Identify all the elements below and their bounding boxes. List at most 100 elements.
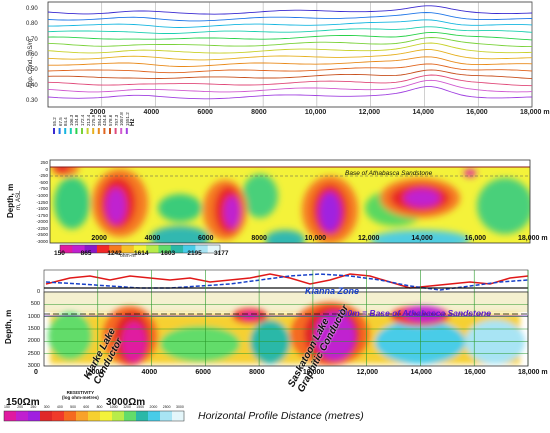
colorbar-tick-label: 865: [80, 250, 92, 257]
legend-tick-label: 2500: [162, 405, 171, 409]
depth-tick-label: -1500: [36, 206, 48, 212]
legend-swatch: [40, 411, 53, 421]
x-tick-label: 10,000: [304, 109, 327, 116]
legend-tick-label: 600: [83, 405, 90, 409]
frequency-curve: [47, 79, 533, 93]
frequency-curve: [48, 19, 533, 28]
colorbar-swatch: [158, 245, 172, 253]
depth-tick-label: -500: [38, 179, 48, 185]
depth-tick-label: 2000: [27, 338, 40, 345]
colorbar-swatch: [207, 245, 221, 253]
legend-tick-label: 1200: [123, 405, 131, 409]
depth-tick-label: -1000: [36, 192, 48, 198]
y-tick-label: 0.40: [26, 82, 38, 89]
conductance-profile-blue: [45, 273, 529, 291]
x-tick-label: 4000: [141, 369, 158, 376]
legend-tick-label: 2000: [149, 405, 158, 409]
legend-swatch: [124, 411, 137, 421]
frequency-curve: [47, 86, 533, 100]
legend-tick-label: 200: [17, 405, 24, 409]
x-tick-label: 10,000: [302, 369, 325, 376]
colorbar-swatch: [60, 245, 73, 253]
panel-conductivity: App. Cond., mS/m 0.90 0.80 0.70 0.60 0.50 0.4…: [0, 0, 550, 135]
legend-swatch: [112, 411, 125, 421]
colorbar-swatch: [183, 245, 196, 253]
colorbar-swatch: [96, 245, 110, 253]
colorbar-frame: [59, 244, 221, 254]
colorbar-swatch: [84, 245, 98, 253]
y-tick-label: 0.70: [26, 36, 38, 43]
colorbar-swatch: [72, 245, 86, 253]
colorbar-tick-label: 1614: [134, 250, 149, 257]
x-tick-label: 2000: [87, 369, 104, 376]
sandstone-base-label: 700m = Base of Athabasca Sandstone: [338, 308, 491, 318]
x-tick-label: 4000: [143, 109, 160, 116]
frequency-label: 172.4: [80, 114, 85, 126]
legend-swatch: [100, 411, 113, 421]
legend-swatch: [172, 411, 185, 421]
legend-swatch: [160, 411, 173, 421]
colorbar-swatch: [170, 245, 184, 253]
x-tick-label: 6000: [198, 235, 214, 242]
section-y-axis-label: Depth, m: [6, 183, 15, 218]
x-tick-label: 6000: [197, 109, 213, 116]
x-tick-label: 12,000: [356, 369, 379, 376]
x-tick-label: 16,000: [464, 235, 487, 242]
frequency-label: 84.4: [63, 117, 69, 126]
depth-tick-label: -750: [38, 186, 48, 192]
legend-swatch: [148, 411, 161, 421]
depth-tick-label: -250: [38, 173, 48, 179]
y-tick-label: 0.90: [26, 5, 38, 12]
frequency-label: 1057.8: [119, 112, 125, 126]
colorbar-tick-label: 150: [54, 250, 65, 257]
frequency-curve: [47, 74, 533, 87]
legend-tick-label: 1500: [136, 405, 145, 409]
legend-tick-label: 400: [56, 405, 63, 409]
depth-tick-label: 1500: [27, 326, 40, 332]
x-tick-label: 14,000: [410, 369, 432, 376]
frequency-label: 578.6: [108, 114, 113, 126]
y-tick-label: 0.60: [26, 52, 38, 59]
x-tick-label: 2000: [91, 235, 107, 242]
frequency-unit: Hz: [130, 118, 137, 126]
depth-tick-label: -2500: [36, 232, 48, 238]
frequency-label: 757.3: [113, 114, 119, 126]
x-tick-label: 14,000: [411, 235, 433, 242]
colorbar-swatch: [121, 245, 135, 253]
legend-swatch: [28, 411, 41, 421]
resistivity-section-plot: [49, 159, 531, 254]
legend-swatch: [88, 411, 101, 421]
interpreted-section-plot: [3, 269, 529, 422]
depth-tick-label: 0: [36, 289, 40, 295]
section-colorbar-unit: ohm-m: [120, 253, 136, 259]
legend-title: RESISTIVITY (log ohm-metres): [62, 390, 99, 400]
frequency-curve: [47, 69, 533, 80]
panel-resistivity-section: Base of Athabasca Sandstone Depth, m m, …: [0, 148, 550, 259]
kianna-zone-label: Kianna Zone: [305, 286, 360, 296]
frequency-curve: [47, 12, 533, 22]
x-tick-label: 8000: [251, 109, 267, 116]
legend-tick-label: 300: [43, 405, 50, 409]
depth-tick-label: 250: [40, 160, 48, 165]
x-tick-label: 8000: [249, 369, 265, 376]
colorbar-tick-label: 1803: [160, 250, 176, 257]
x-tick-label: 12,000: [358, 235, 380, 242]
legend-swatch: [76, 411, 89, 421]
y-tick-label: 0.50: [26, 67, 38, 74]
x-tick-label: 18,000 m: [518, 369, 548, 376]
colorbar-swatch: [195, 245, 209, 253]
frequency-label: 434.6: [102, 114, 108, 126]
depth-tick-label: 0: [45, 166, 48, 172]
frequency-label: 67.5: [57, 117, 63, 126]
depth-tick-label: 500: [30, 301, 40, 308]
depth-tick-label: -1250: [36, 199, 48, 205]
legend-tick-label: 250: [30, 405, 37, 409]
interpreted-y-axis-label: Depth, m: [4, 309, 13, 344]
horizontal-axis-title: Horizontal Profile Distance (metres): [198, 410, 364, 422]
y-tick-label: 0.30: [26, 98, 38, 105]
legend-swatch: [64, 411, 77, 421]
colorbar-tick-label: 1242: [107, 250, 122, 257]
x-tick-label: 14,000: [412, 109, 434, 116]
x-tick-label: 12,000: [358, 109, 381, 116]
frequency-curve: [47, 26, 533, 34]
